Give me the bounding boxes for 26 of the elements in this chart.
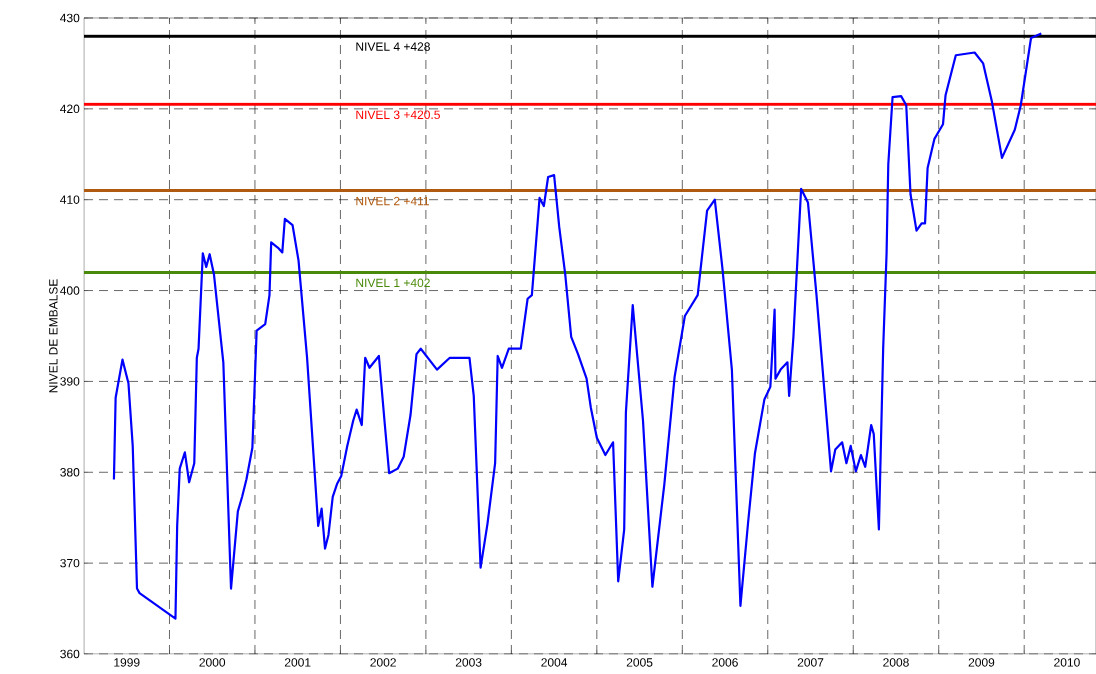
y-tick-label: 380 bbox=[60, 468, 80, 477]
x-tick-label: 2004 bbox=[541, 658, 568, 667]
x-tick-label: 1999 bbox=[114, 658, 140, 667]
ref-line-label: NIVEL 1 +402 bbox=[356, 278, 430, 288]
x-tick-label: 2006 bbox=[712, 658, 738, 667]
y-tick-label: 410 bbox=[60, 195, 80, 204]
y-tick-label: 420 bbox=[60, 104, 80, 114]
x-tick-label: 2001 bbox=[284, 658, 311, 667]
y-tick-label: 360 bbox=[60, 649, 80, 659]
ref-line-label: NIVEL 2 +411 bbox=[356, 196, 429, 206]
y-tick-label: 370 bbox=[60, 558, 80, 568]
y-axis-title: NIVEL DE EMBALSE bbox=[49, 279, 58, 393]
x-tick-label: 2007 bbox=[797, 658, 824, 667]
x-tick-label: 2000 bbox=[199, 658, 226, 667]
ref-line-label: NIVEL 4 +428 bbox=[356, 42, 430, 51]
x-tick-label: 2008 bbox=[883, 658, 909, 667]
x-tick-label: 2005 bbox=[626, 658, 653, 667]
x-tick-label: 2009 bbox=[968, 658, 995, 667]
ref-line-label: NIVEL 3 +420.5 bbox=[356, 110, 440, 119]
y-tick-label: 390 bbox=[60, 377, 80, 386]
line-series bbox=[112, 32, 1043, 620]
y-tick-label: 430 bbox=[60, 13, 80, 23]
x-tick-label: 2010 bbox=[1054, 658, 1080, 667]
y-tick-label: 400 bbox=[60, 286, 80, 295]
x-tick-label: 2003 bbox=[455, 658, 482, 667]
x-tick-label: 2002 bbox=[370, 658, 396, 667]
